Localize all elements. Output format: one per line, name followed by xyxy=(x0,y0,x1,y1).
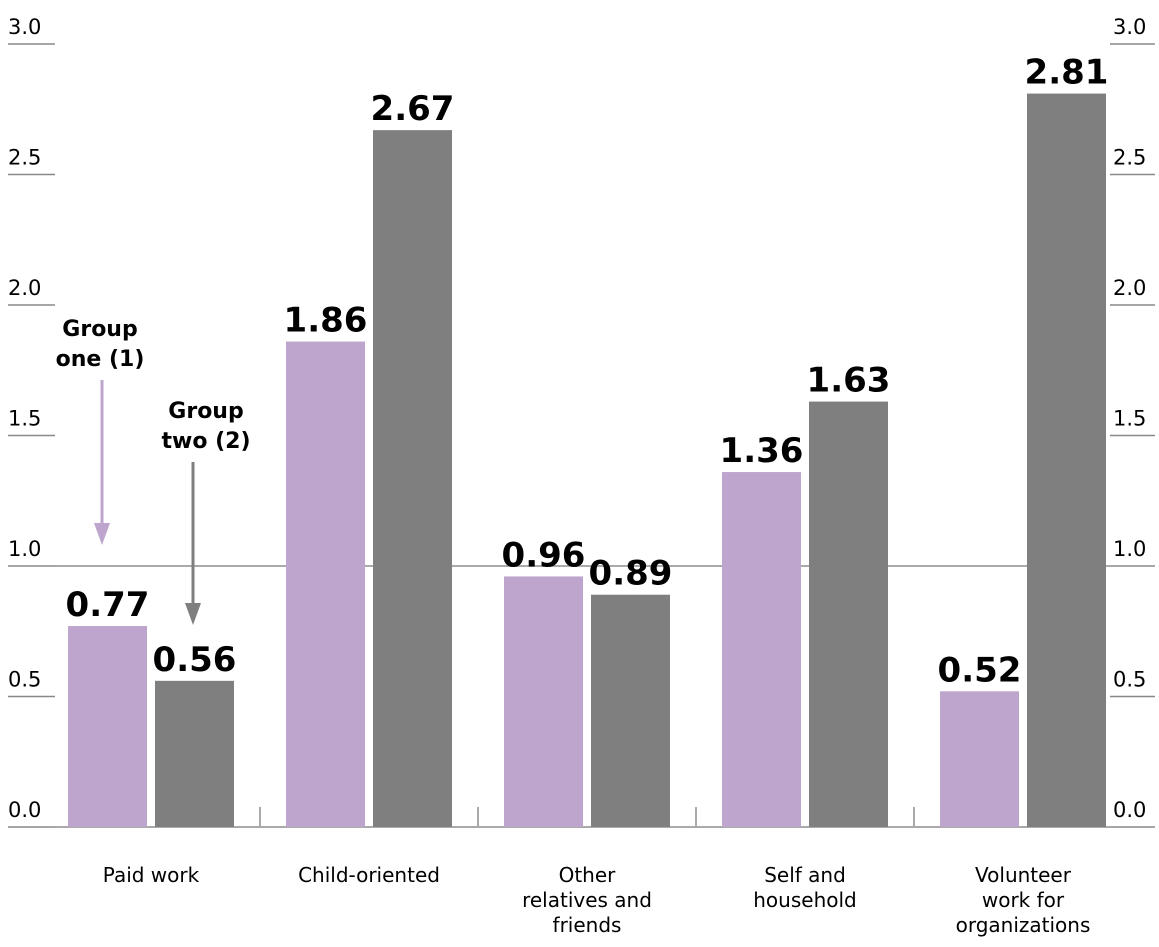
y-tick-label: 0.5 xyxy=(8,668,41,692)
bar xyxy=(373,130,452,827)
y-tick-label: 2.0 xyxy=(8,276,41,300)
value-label: 0.56 xyxy=(153,640,237,680)
y-tick-label-right: 1.0 xyxy=(1113,537,1146,561)
legend-label: Group one (1) xyxy=(56,317,145,372)
bar xyxy=(809,401,888,827)
bar xyxy=(68,626,147,827)
value-label: 2.81 xyxy=(1025,53,1109,93)
value-label: 0.89 xyxy=(589,554,673,594)
value-label: 0.77 xyxy=(66,585,150,625)
x-tick-label: Self and household xyxy=(753,863,856,912)
bar xyxy=(1027,93,1106,828)
legend-arrowhead xyxy=(94,523,110,545)
y-tick-label-right: 0.5 xyxy=(1113,668,1146,692)
x-tick-label: Child-oriented xyxy=(298,863,440,887)
y-tick-label: 3.0 xyxy=(8,15,41,39)
y-tick-label-right: 3.0 xyxy=(1113,15,1146,39)
bar xyxy=(504,576,583,827)
value-label: 0.52 xyxy=(938,650,1022,690)
x-tick-label: Other relatives and friends xyxy=(522,863,652,937)
x-tick-label: Paid work xyxy=(103,863,200,887)
value-label: 2.67 xyxy=(371,89,455,129)
y-tick-label-right: 2.0 xyxy=(1113,276,1146,300)
x-tick-label: Volunteer work for organizations xyxy=(956,863,1091,937)
bar xyxy=(591,594,670,827)
bar xyxy=(940,691,1019,827)
y-tick-label-right: 2.5 xyxy=(1113,146,1146,170)
y-tick-label-right: 1.5 xyxy=(1113,407,1146,431)
value-label: 1.63 xyxy=(807,361,891,401)
bar xyxy=(722,472,801,827)
value-label: 1.36 xyxy=(720,431,804,471)
legend-label: Group two (2) xyxy=(161,399,250,454)
y-tick-label: 1.5 xyxy=(8,407,41,431)
legend-arrowhead xyxy=(185,603,201,625)
y-tick-label: 1.0 xyxy=(8,537,41,561)
y-tick-label-right: 0.0 xyxy=(1113,798,1146,822)
bar xyxy=(286,341,365,827)
value-label: 0.96 xyxy=(502,535,586,575)
bar xyxy=(155,680,234,827)
y-tick-label: 2.5 xyxy=(8,146,41,170)
value-label: 1.86 xyxy=(284,301,368,341)
y-tick-label: 0.0 xyxy=(8,798,41,822)
